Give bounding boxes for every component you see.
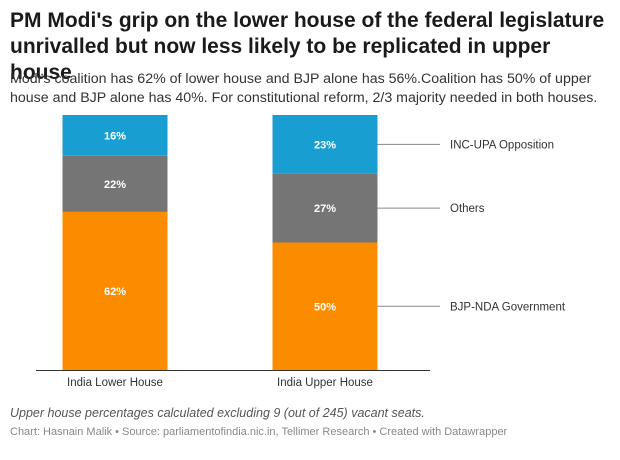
bar-segment-inc-upa-opposition <box>62 115 168 156</box>
legend-label: INC-UPA Opposition <box>450 139 554 151</box>
data-label: 16% <box>104 130 126 142</box>
chart-note: Upper house percentages calculated exclu… <box>10 406 425 420</box>
bar-segment-inc-upa-opposition <box>272 115 378 174</box>
bar-segment-bjp-nda-government <box>272 242 378 370</box>
x-tick-label: India Upper House <box>277 377 373 389</box>
bar-segment-others <box>272 173 378 243</box>
bar-segment-others <box>62 155 168 212</box>
x-tick-label: India Lower House <box>67 377 163 389</box>
data-label: 27% <box>314 203 336 215</box>
data-label: 62% <box>104 286 126 298</box>
bar-segment-bjp-nda-government <box>62 211 168 370</box>
chart-subtitle: Modi's coalition has 62% of lower house … <box>10 71 598 106</box>
legend-label: Others <box>450 203 485 215</box>
data-label: 22% <box>104 179 126 191</box>
chart-source: Chart: Hasnain Malik • Source: parliamen… <box>10 426 508 438</box>
legend-label: BJP-NDA Government <box>450 301 566 313</box>
data-label: 50% <box>314 301 336 313</box>
data-label: 23% <box>314 139 336 151</box>
chart-title: PM Modi's grip on the lower house of the… <box>10 9 605 84</box>
